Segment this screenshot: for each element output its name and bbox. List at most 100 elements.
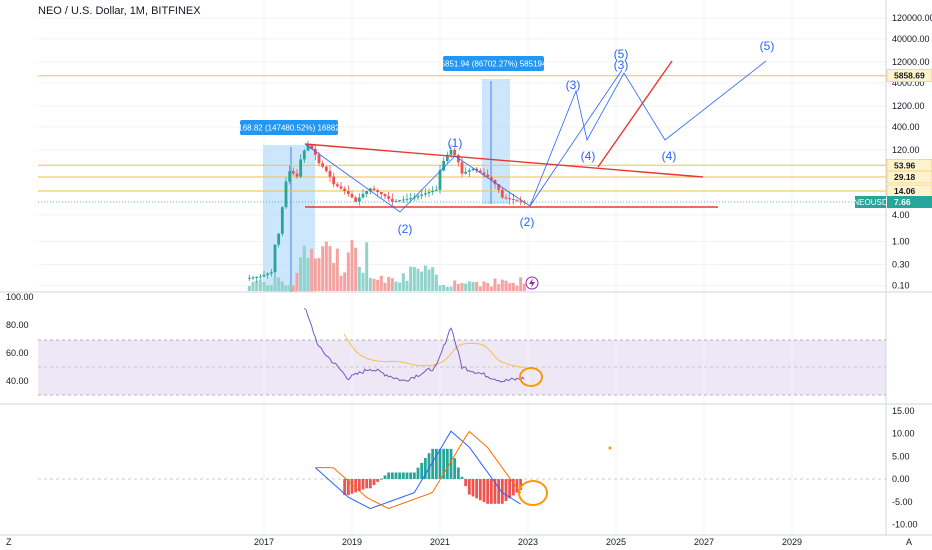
volume-bar: [368, 277, 372, 291]
level-tag: 5858.69: [894, 71, 925, 81]
candle-body: [324, 166, 328, 171]
rsi-tick-label: 60.00: [6, 348, 29, 358]
volume-bar: [339, 275, 343, 291]
volume-bar: [251, 281, 255, 291]
candle-body: [475, 168, 479, 171]
macd-hist-bar: [471, 479, 475, 497]
macd-hist-bar: [398, 472, 402, 479]
symbol-tag-bg: [855, 196, 886, 208]
macd-line: [314, 430, 521, 510]
measure-label-1-bg: [240, 120, 338, 135]
wave-label-4-b: (4): [662, 149, 677, 163]
time-tick-label: 2025: [606, 537, 626, 547]
candle-body: [420, 194, 424, 196]
wave-label-3-b: (3): [614, 58, 629, 72]
volume-bar: [390, 278, 394, 291]
volume-bar: [482, 281, 486, 291]
macd-hist-bar: [365, 479, 369, 489]
volume-bar: [475, 281, 479, 291]
volume-bar: [500, 279, 504, 291]
volume-bar: [269, 285, 273, 291]
wave-lines-past: [304, 143, 531, 213]
candle-body: [486, 174, 490, 178]
volume-bar: [456, 283, 460, 291]
candle-body: [321, 163, 325, 167]
wave-label-5-b: (5): [760, 39, 775, 53]
volume-bar: [266, 285, 270, 291]
price-tick-label: 40000.00: [892, 34, 930, 44]
macd-hist-bar: [401, 472, 405, 479]
volume-bar: [262, 282, 266, 291]
candle-body: [489, 177, 493, 180]
volume-bar: [302, 245, 306, 291]
level-tag: 29.18: [894, 172, 916, 182]
macd-hist-bar: [438, 448, 442, 479]
candle-body: [346, 191, 350, 195]
candle-body: [493, 179, 497, 185]
volume-bar: [442, 284, 446, 291]
candle-body: [258, 276, 262, 278]
time-tick-label: 2023: [518, 537, 538, 547]
last-price-tag-bg: [887, 196, 932, 208]
candle-body: [434, 189, 438, 191]
volume-bar: [313, 258, 317, 291]
time-tick-label: 2029: [782, 537, 802, 547]
corner-a[interactable]: A: [906, 537, 912, 547]
candle-body: [500, 189, 504, 198]
volume-bar: [376, 280, 380, 291]
candle-body: [442, 160, 446, 171]
macd-hist-bar: [486, 479, 490, 504]
volume-bar: [486, 282, 490, 291]
candle-body: [372, 188, 376, 191]
volume-bar: [383, 282, 387, 291]
candle-body: [423, 193, 427, 195]
candle-body: [504, 197, 508, 199]
volume-bar: [412, 267, 416, 291]
volume-bar: [504, 280, 508, 291]
candle-body: [394, 200, 398, 202]
candle-body: [255, 276, 259, 278]
candle-body: [269, 272, 273, 274]
lightning-bolt: [529, 278, 535, 288]
rsi-ma-line: [343, 334, 525, 368]
volume-bar: [258, 279, 262, 291]
macd-hist-bar: [453, 458, 457, 479]
volume-bar: [434, 274, 438, 291]
volume-bar: [324, 241, 328, 291]
rsi-tick-label: 100.00: [6, 292, 34, 302]
macd-hist-bar: [361, 479, 365, 490]
volume-bar: [288, 284, 292, 291]
rsi-axis: 100.00 80.00 60.00 40.00: [6, 292, 34, 386]
measure-box-2: [482, 79, 510, 204]
candle-body: [247, 277, 251, 279]
volume-bar: [346, 252, 350, 291]
candle-body: [427, 191, 431, 194]
macd-hist-bar: [445, 448, 449, 479]
macd-hist-bar: [519, 479, 523, 491]
volume-bar: [284, 285, 288, 291]
volume-bar: [515, 285, 519, 291]
volume-bar: [350, 240, 354, 291]
level-tag-bg: [886, 69, 932, 82]
price-tick-label: 0.10: [892, 280, 910, 290]
orange-dot: [608, 446, 612, 450]
macd-hist-bar: [442, 448, 446, 479]
candle-body: [343, 188, 347, 192]
volume-bar: [508, 283, 512, 291]
volume-bar: [247, 285, 251, 291]
level-tags: 5858.69 53.96 29.18 14.06: [886, 69, 932, 198]
wave-label-2-b: (2): [520, 215, 535, 229]
macd-hist-bar: [464, 479, 468, 487]
corner-z[interactable]: Z: [6, 537, 12, 547]
candle-body: [478, 170, 482, 173]
macd-hist-bar: [482, 479, 486, 503]
measure-label-1: 168.82 (147480.52%) 16882: [238, 124, 340, 133]
macd-hist-bar: [409, 472, 413, 479]
price-tick-label: 4000.00: [892, 78, 925, 88]
candle-body: [328, 170, 332, 177]
macd-tick-label: 15.00: [892, 406, 915, 416]
level-tag: 14.06: [894, 186, 916, 196]
volume-bar: [317, 257, 321, 291]
rsi-tick-label: 80.00: [6, 320, 29, 330]
volume-bar: [497, 284, 501, 291]
